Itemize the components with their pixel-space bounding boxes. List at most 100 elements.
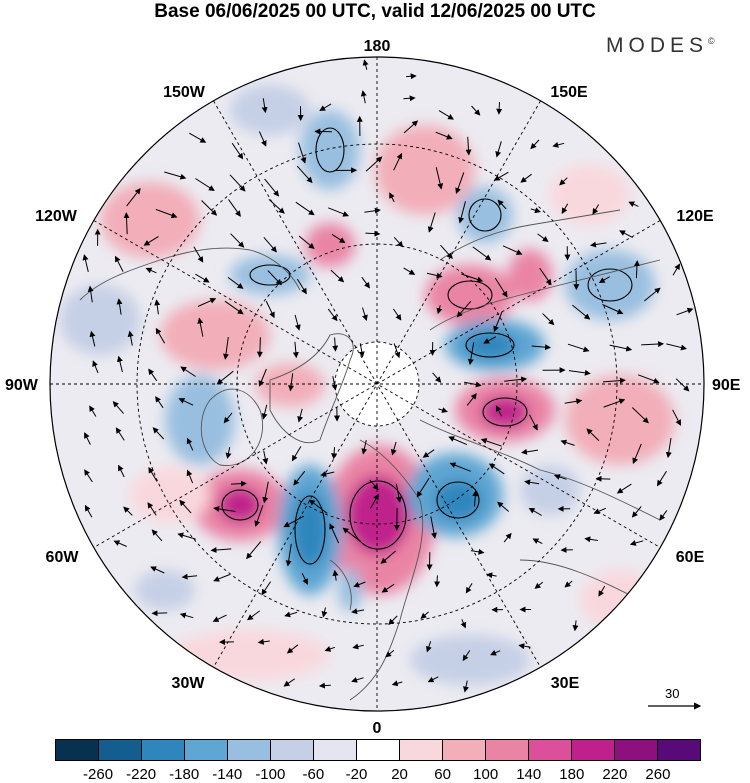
wind-vector-arrow	[254, 505, 264, 527]
wind-vector-arrow	[490, 649, 501, 656]
wind-vector-arrow	[258, 131, 267, 147]
wind-vector-arrow	[296, 165, 313, 184]
anomaly-blob	[565, 250, 655, 320]
wind-vector-arrow	[381, 583, 395, 593]
wind-vector-arrow	[393, 236, 404, 248]
wind-vector-arrow	[466, 393, 477, 406]
britain-coast	[329, 559, 352, 611]
color-swatch	[314, 740, 357, 760]
wind-vector-arrow	[197, 317, 204, 337]
anomaly-blob	[100, 182, 200, 258]
wind-vector-arrow	[308, 499, 328, 514]
wind-vector-arrow	[82, 254, 89, 273]
wind-vector-arrow	[416, 477, 430, 498]
wind-vector-arrow	[155, 208, 178, 219]
color-swatch	[486, 740, 529, 760]
wind-vector-arrow	[483, 336, 497, 344]
wind-vector-arrow	[427, 212, 436, 233]
wind-vector-arrow	[225, 447, 232, 459]
wind-vector-arrow	[406, 73, 417, 80]
color-scale-tick: 180	[559, 766, 585, 783]
wind-vector-arrow	[123, 212, 130, 235]
wind-vector-arrow	[212, 614, 227, 622]
wind-vector-arrow	[331, 447, 338, 460]
wind-vector-arrow	[186, 437, 194, 451]
wind-vector-arrow	[294, 314, 301, 331]
wind-vector-arrow	[332, 569, 339, 581]
wind-vector-arrow	[460, 619, 467, 629]
wind-vector-arrow	[465, 136, 472, 156]
wind-vector-arrow	[283, 678, 295, 687]
wind-vector-arrow	[177, 532, 196, 540]
wind-vector-arrow	[92, 360, 99, 374]
wind-vector-arrow	[268, 199, 285, 214]
contour-line	[482, 397, 528, 427]
color-scale-tick: -220	[126, 766, 157, 783]
wind-vector-arrow	[656, 470, 667, 487]
wind-vector-arrow	[518, 643, 531, 650]
meridian-line	[213, 100, 541, 668]
color-swatch	[357, 740, 400, 760]
wind-vector-arrow	[494, 277, 508, 298]
wind-vector-arrow	[502, 245, 523, 255]
lon-label-0: 0	[373, 720, 382, 735]
wind-vector-arrow	[628, 201, 639, 208]
contour-line	[436, 481, 480, 519]
wind-vector-arrow	[567, 343, 590, 353]
wind-vector-arrow	[216, 370, 234, 385]
wind-vector-arrow	[113, 540, 127, 547]
wind-vector-arrow	[672, 263, 681, 276]
wind-vector-arrow	[295, 201, 315, 216]
canada-coast	[200, 388, 264, 466]
wind-vector-arrow	[155, 396, 164, 409]
wind-vector-arrow	[365, 156, 383, 172]
wind-vectors	[82, 59, 694, 693]
wind-vector-arrow	[675, 378, 690, 392]
wind-vector-arrow	[261, 404, 268, 420]
color-scale-tick: -260	[83, 766, 114, 783]
wind-vector-arrow	[472, 490, 479, 507]
wind-vector-arrow	[115, 255, 124, 272]
anomaly-blob	[305, 223, 355, 267]
wind-vector-arrow	[231, 142, 244, 160]
wind-vector-arrow	[637, 374, 660, 384]
wind-vector-arrow	[329, 523, 340, 544]
wind-vector-arrow	[449, 462, 471, 472]
coastlines	[79, 209, 661, 701]
wind-vector-arrow	[463, 680, 469, 693]
wind-vector-arrow	[464, 381, 482, 388]
wind-vector-arrow	[288, 373, 295, 392]
wind-vector-arrow	[181, 573, 198, 580]
anomaly-blob	[165, 375, 235, 465]
contour-line	[447, 280, 493, 310]
wind-vector-arrow	[210, 547, 232, 554]
wind-vector-arrow	[286, 644, 299, 654]
anomaly-blob	[292, 492, 328, 568]
wind-vector-arrow	[432, 372, 442, 383]
wind-vector-arrow	[223, 412, 233, 424]
wind-vector-arrow	[112, 401, 124, 414]
lon-label-120e: 120E	[676, 208, 714, 225]
wind-vector-arrow	[458, 201, 466, 224]
wind-vector-arrow	[230, 233, 245, 248]
wind-vector-arrow	[495, 141, 502, 158]
wind-vector-arrow	[154, 299, 161, 315]
wind-vector-arrow	[598, 276, 610, 284]
wind-vector-arrow	[87, 285, 94, 303]
anomaly-blob	[60, 285, 140, 355]
wind-vector-arrow	[197, 298, 217, 307]
wind-vector-arrow	[632, 443, 642, 465]
wind-vector-arrow	[292, 341, 299, 359]
wind-vector-arrow	[143, 235, 159, 246]
wind-vector-arrow	[403, 267, 416, 275]
color-swatch	[658, 740, 700, 760]
anomaly-blob	[464, 331, 516, 359]
color-scale-tick: 140	[516, 766, 542, 783]
wind-vector-arrow	[261, 98, 268, 114]
wind-vector-arrow	[267, 270, 282, 286]
wind-vector-arrow	[147, 502, 157, 516]
wind-vector-arrow	[291, 446, 302, 462]
anomaly-blob	[300, 110, 360, 190]
russia-coast	[419, 419, 661, 521]
wind-vector-arrow	[361, 439, 368, 455]
